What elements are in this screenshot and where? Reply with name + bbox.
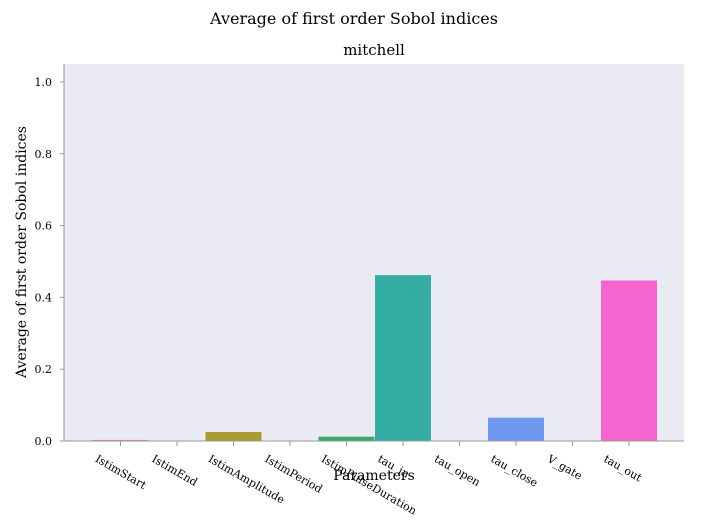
y-tick-label: 0.2 [35, 363, 53, 376]
plot-area [64, 64, 684, 441]
bar-tau_in [375, 275, 431, 441]
y-tick-label: 0.4 [35, 291, 53, 304]
bar-tau_close [488, 417, 544, 441]
y-tick-label: 0.6 [35, 220, 53, 233]
x-axis-label: Parameters [333, 468, 415, 484]
bar-IstimAmplitude [205, 432, 262, 441]
y-axis-label: Average of first order Sobol indices [14, 126, 30, 379]
x-tick-label: tau_open [432, 452, 483, 489]
x-tick-label: IstimEnd [150, 452, 200, 489]
chart-title: mitchell [343, 41, 405, 59]
bar-IstimPulseDuration [318, 436, 375, 441]
y-tick-label: 0.8 [35, 148, 53, 161]
y-ticks: 0.0 0.2 0.4 0.6 0.8 1.0 [35, 76, 64, 448]
bars-group [92, 275, 657, 441]
x-tick-label: IstimStart [93, 452, 149, 492]
y-tick-label: 0.0 [35, 435, 53, 448]
chart-suptitle: Average of first order Sobol indices [209, 9, 498, 28]
bar-tau_out [601, 280, 657, 441]
x-tick-label: IstimPulseDuration [319, 452, 419, 517]
x-tick-label: tau_out [602, 452, 645, 484]
x-tick-label: tau_close [489, 452, 541, 489]
bar-IstimStart [92, 439, 149, 441]
y-tick-label: 1.0 [35, 76, 53, 89]
x-tick-label: V_gate [544, 452, 584, 483]
